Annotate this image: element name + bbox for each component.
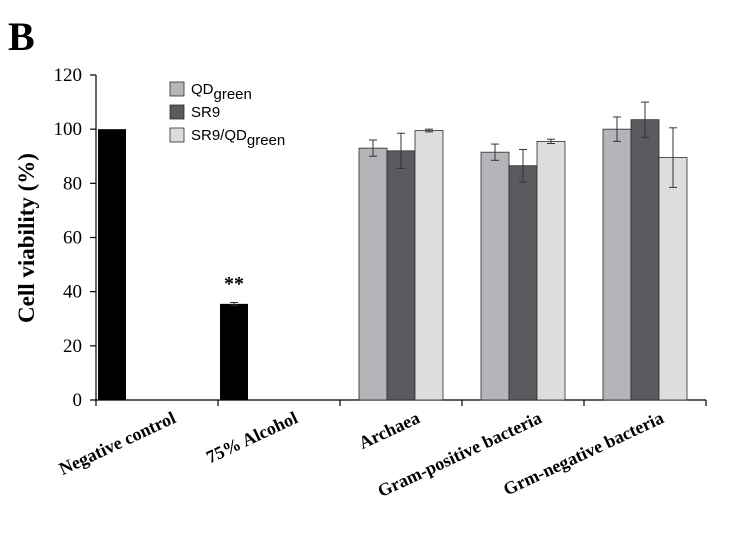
category-labels: Negative control 75% Alcohol ArchaeaGram-p… [56, 407, 667, 501]
y-ticks: 0 20 40 60 80 100 120 [54, 65, 96, 411]
legend-swatch [169, 104, 185, 120]
legend-label-main: SR9/QD [191, 127, 247, 144]
y-tick-label: 20 [63, 336, 82, 357]
y-tick-label: 100 [54, 119, 83, 140]
series-bar [536, 140, 566, 401]
legend-label-subscript: green [214, 86, 252, 103]
y-tick-label: 80 [63, 173, 82, 194]
legend-label: QDgreen [191, 81, 252, 103]
significance-annotation: ** [224, 273, 244, 295]
category-label: Archaea [356, 407, 423, 452]
series-bar [508, 165, 538, 401]
category-label: 75% Alcohol [203, 407, 301, 467]
y-tick-label: 60 [63, 228, 82, 249]
series-bar [358, 147, 388, 401]
x-ticks [95, 400, 707, 406]
legend-label-main: SR9 [191, 104, 220, 121]
error-bars: ** [224, 101, 677, 306]
series-bar [480, 151, 510, 401]
legend-label: SR9 [191, 104, 220, 121]
y-tick-label: 120 [54, 65, 83, 86]
category-label: Negative control [56, 407, 179, 478]
legend-swatch [169, 81, 185, 97]
legend-label-subscript: green [247, 132, 285, 149]
legend-label-main: QD [191, 81, 214, 98]
series-bar [602, 128, 632, 401]
legend-label: SR9/QDgreen [191, 127, 285, 149]
y-tick-label: 0 [73, 390, 83, 411]
panel-label: B [8, 14, 35, 59]
series-bar [658, 157, 688, 401]
control-bar [220, 303, 248, 400]
series-bar [630, 119, 660, 401]
legend-swatch [169, 127, 185, 143]
bars [98, 119, 688, 401]
series-bar [414, 130, 444, 401]
y-axis-label: Cell viability (%) [14, 153, 39, 323]
control-bar [98, 129, 126, 400]
y-tick-label: 40 [63, 282, 82, 303]
series-bar [386, 150, 416, 401]
